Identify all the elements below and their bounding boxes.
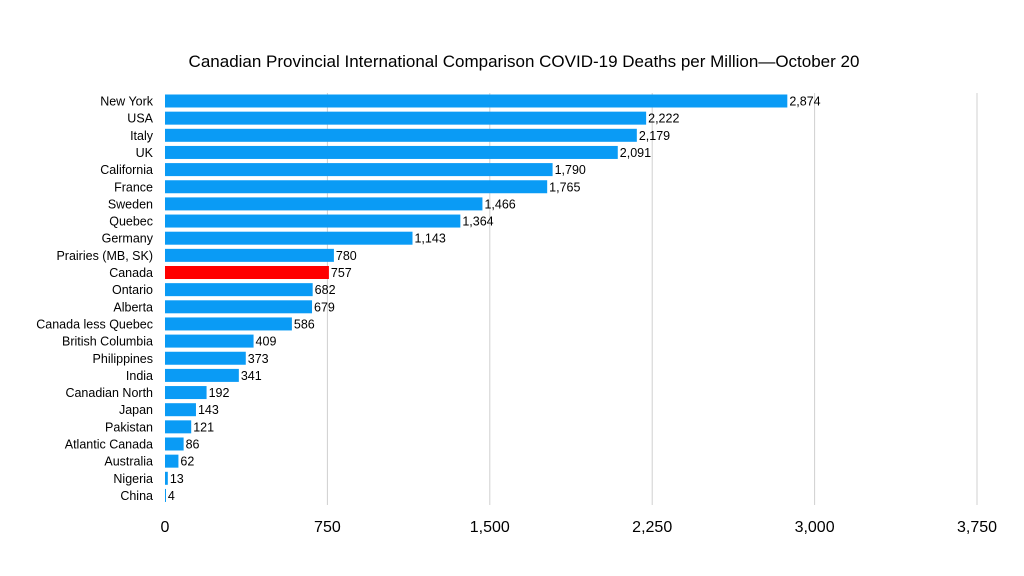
bar-uk <box>165 145 618 159</box>
category-label: California <box>100 163 153 177</box>
bar-alberta <box>165 300 313 314</box>
category-label: China <box>120 489 153 503</box>
category-label: Alberta <box>113 300 153 314</box>
category-label: Atlantic Canada <box>65 438 153 452</box>
data-label: 341 <box>241 369 262 383</box>
data-label: 682 <box>315 283 336 297</box>
x-tick-label: 3,000 <box>795 519 835 536</box>
data-label: 1,364 <box>462 215 493 229</box>
category-label: France <box>114 180 153 194</box>
category-labels: New York USA Italy UK California France Sweden… <box>36 95 153 503</box>
bar-atlantic-canada <box>165 437 184 451</box>
category-label: UK <box>136 146 154 160</box>
bar-canadian-north <box>165 386 207 400</box>
category-label: Nigeria <box>113 472 153 486</box>
bar-japan <box>165 403 196 417</box>
value-labels: 2,874 2,222 2,179 2,091 1,790 1,765 1,466 1,364… <box>168 95 821 503</box>
bar-california <box>165 163 553 177</box>
category-label: India <box>126 369 153 383</box>
data-label: 192 <box>209 386 230 400</box>
bar-quebec <box>165 214 461 228</box>
bar-usa <box>165 111 647 125</box>
category-label: Ontario <box>112 283 153 297</box>
category-label: Italy <box>130 129 154 143</box>
bar-france <box>165 180 548 194</box>
data-label: 143 <box>198 403 219 417</box>
data-label: 373 <box>248 352 269 366</box>
bar-italy <box>165 128 637 142</box>
data-label: 1,765 <box>549 180 580 194</box>
category-label: Canadian North <box>65 386 153 400</box>
data-label: 586 <box>294 317 315 331</box>
bar-sweden <box>165 197 483 211</box>
data-label: 13 <box>170 472 184 486</box>
bar-prairies-mb-sk <box>165 248 334 262</box>
category-label: Prairies (MB, SK) <box>56 249 153 263</box>
bar-china <box>165 488 166 502</box>
bar-india <box>165 368 239 382</box>
data-label: 757 <box>331 266 352 280</box>
category-label: Canada <box>109 266 153 280</box>
chart-title: Canadian Provincial International Compar… <box>188 52 860 71</box>
x-tick-label: 0 <box>161 519 170 536</box>
bar-new-york <box>165 94 788 108</box>
category-label: Japan <box>119 403 153 417</box>
bar-ontario <box>165 283 313 297</box>
x-tick-label: 3,750 <box>957 519 997 536</box>
x-tick-label: 2,250 <box>632 519 672 536</box>
bar-british-columbia <box>165 334 254 348</box>
category-label: USA <box>127 112 153 126</box>
category-label: New York <box>100 95 154 109</box>
category-label: Quebec <box>109 215 153 229</box>
category-label: Pakistan <box>105 420 153 434</box>
data-label: 121 <box>193 420 214 434</box>
data-label: 2,874 <box>789 95 820 109</box>
x-tick-label: 750 <box>314 519 341 536</box>
data-label: 409 <box>256 335 277 349</box>
data-label: 1,143 <box>414 232 445 246</box>
bar-canada-less-quebec <box>165 317 292 331</box>
bar-nigeria <box>165 471 168 485</box>
category-label: Sweden <box>108 197 153 211</box>
x-axis-ticks: 0 750 1,500 2,250 3,000 3,750 <box>161 519 998 536</box>
x-tick-label: 1,500 <box>470 519 510 536</box>
data-label: 1,466 <box>484 197 515 211</box>
data-label: 86 <box>186 438 200 452</box>
category-label: Australia <box>104 455 153 469</box>
data-label: 2,091 <box>620 146 651 160</box>
data-label: 2,222 <box>648 112 679 126</box>
category-label: Philippines <box>93 352 153 366</box>
category-label: Germany <box>102 232 154 246</box>
bar-germany <box>165 231 413 245</box>
bar-pakistan <box>165 420 192 434</box>
gridlines <box>326 93 978 505</box>
data-label: 62 <box>180 455 194 469</box>
data-label: 1,790 <box>555 163 586 177</box>
category-label: British Columbia <box>62 335 153 349</box>
data-label: 679 <box>314 300 335 314</box>
data-label: 4 <box>168 489 175 503</box>
bar-australia <box>165 454 179 468</box>
category-label: Canada less Quebec <box>36 317 153 331</box>
bar-canada <box>165 266 329 279</box>
bar-philippines <box>165 351 246 365</box>
data-label: 2,179 <box>639 129 670 143</box>
data-label: 780 <box>336 249 357 263</box>
bars <box>165 94 788 502</box>
